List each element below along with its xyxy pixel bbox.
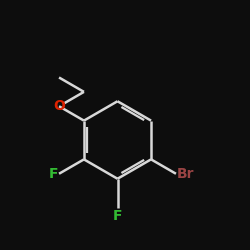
Text: F: F xyxy=(48,167,58,181)
Text: Br: Br xyxy=(177,167,195,181)
Text: O: O xyxy=(53,99,65,113)
Text: F: F xyxy=(113,209,122,223)
